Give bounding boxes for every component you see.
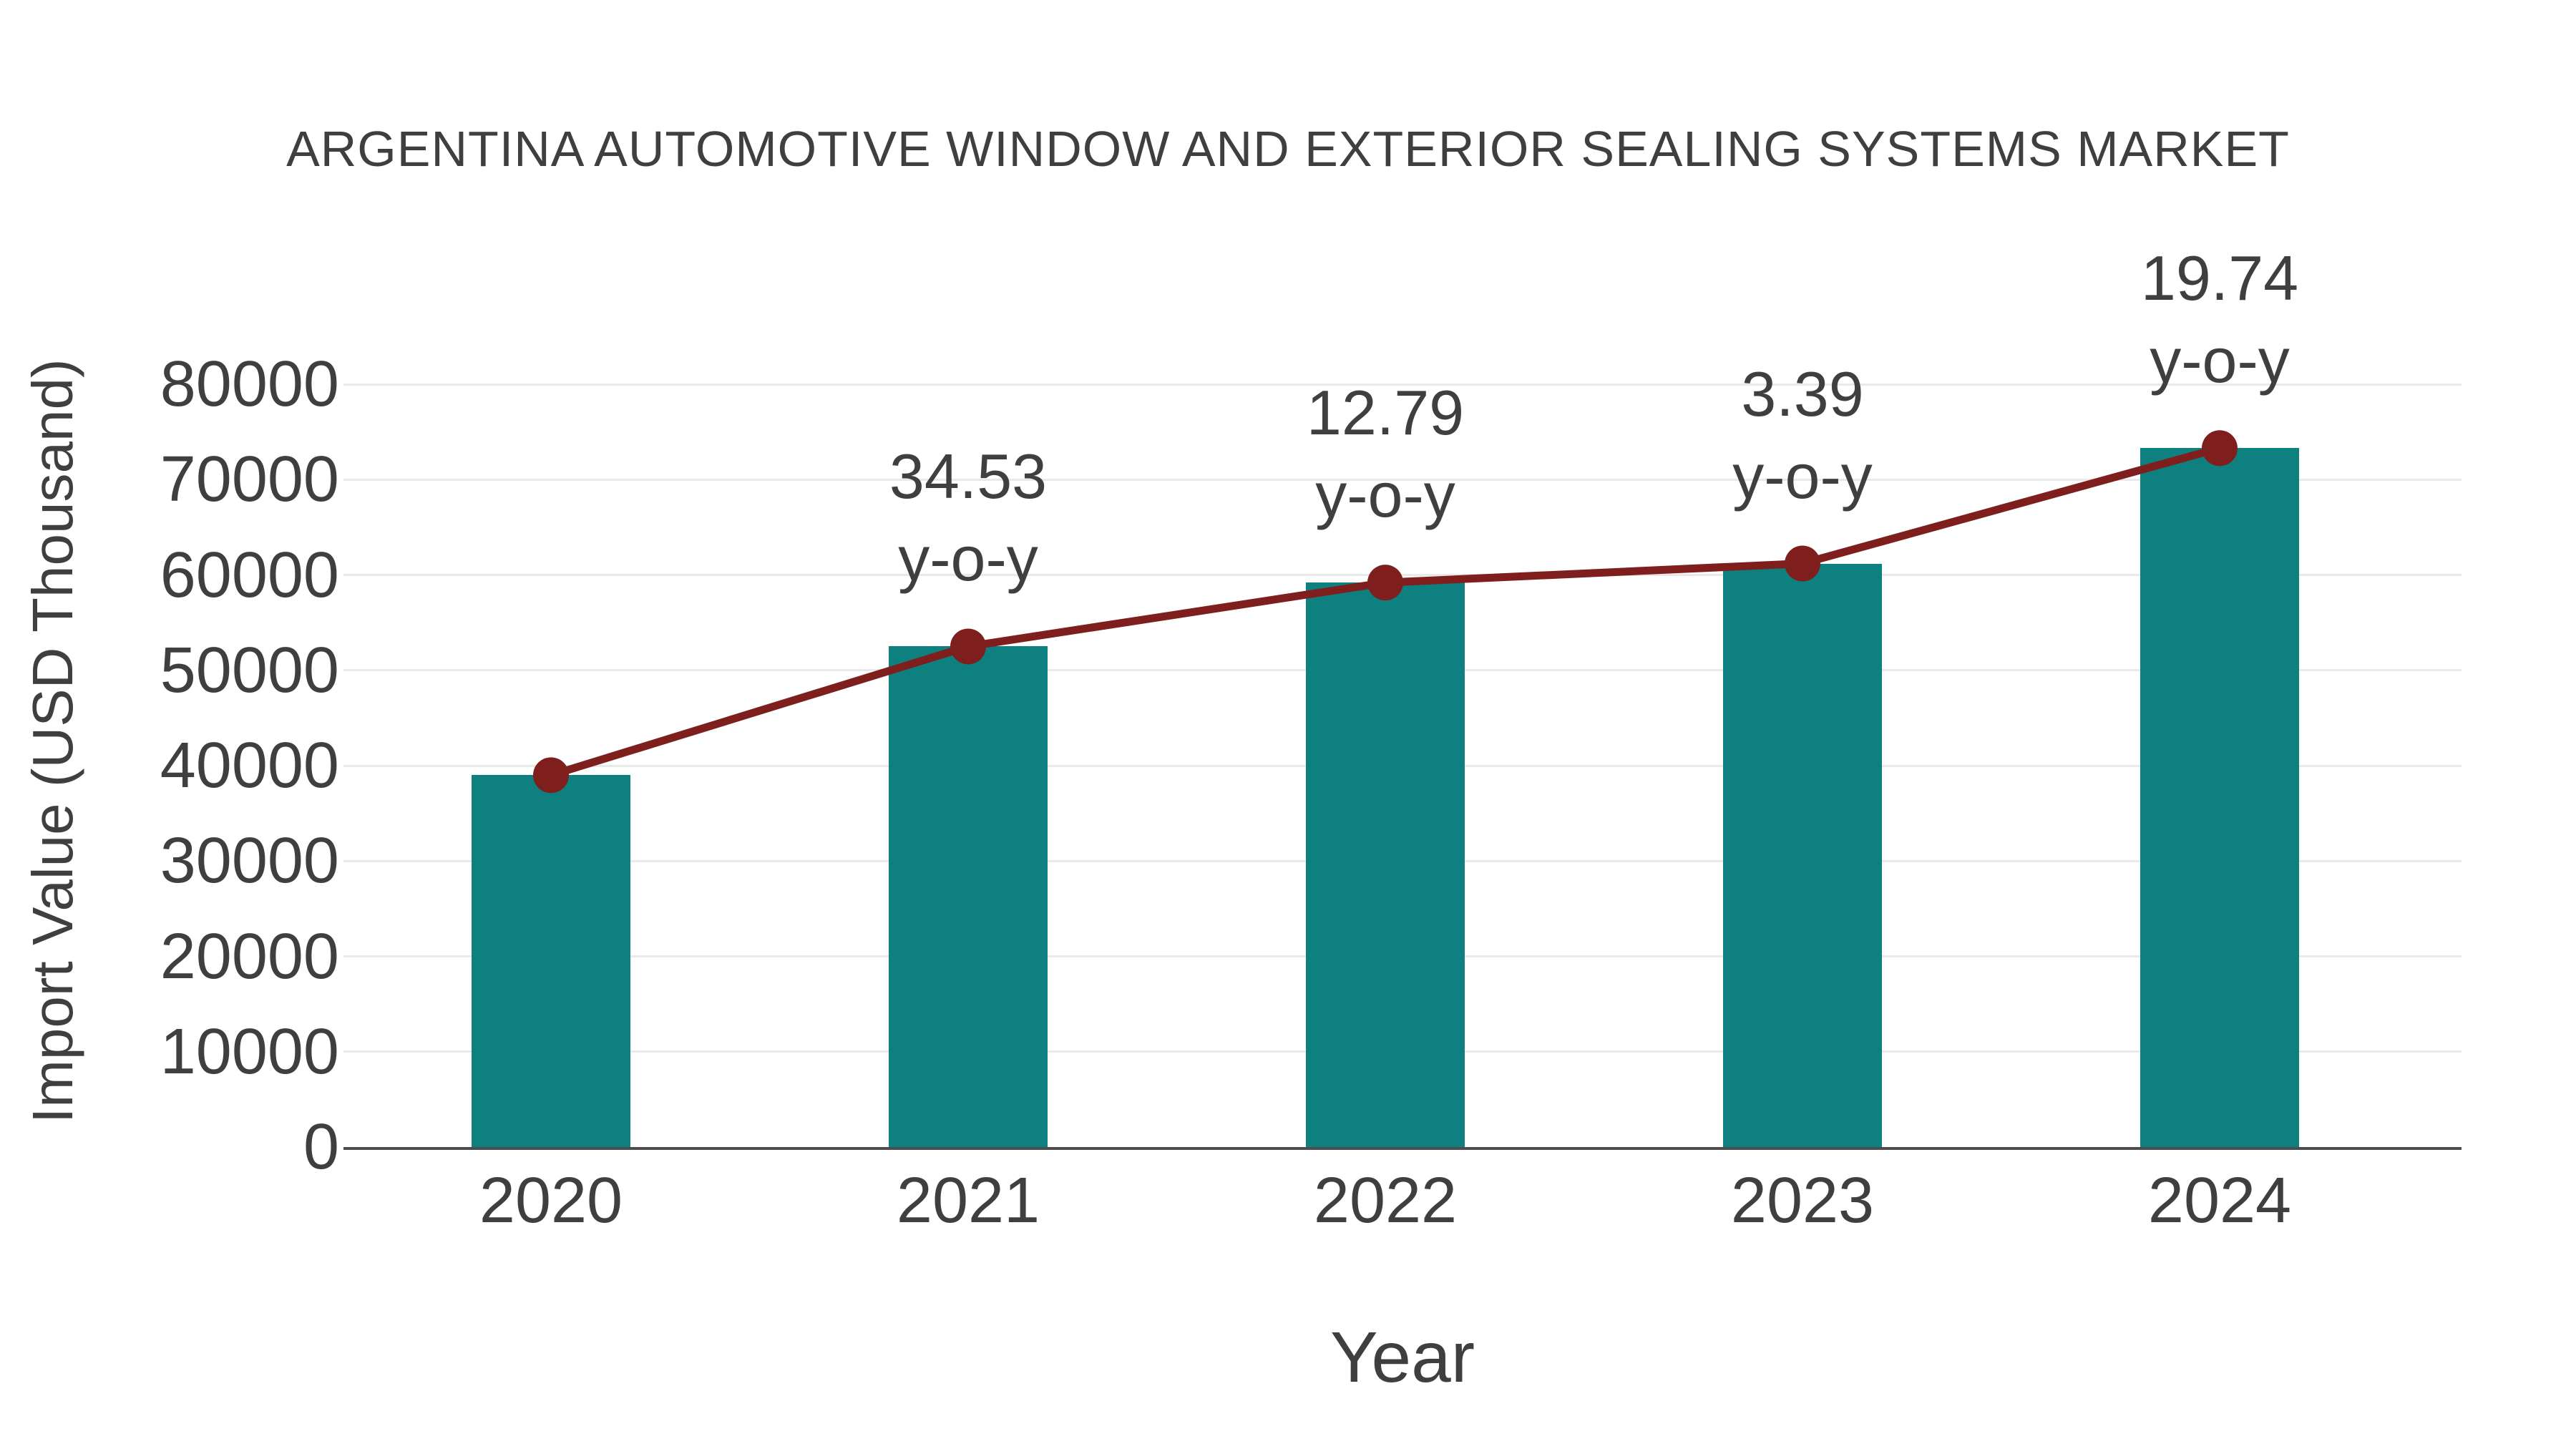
x-tick-label: 2022: [1313, 1165, 1458, 1236]
data-point-marker: [1367, 565, 1403, 601]
y-tick-label: 20000: [160, 920, 339, 992]
bar-2021: [889, 646, 1048, 1147]
yoy-value: 12.79: [1306, 377, 1465, 449]
yoy-annotation: 19.74 y-o-y: [2005, 237, 2434, 401]
data-point-marker: [1785, 545, 1820, 582]
yoy-suffix: y-o-y: [2150, 325, 2290, 396]
x-tick-label: 2024: [2147, 1165, 2292, 1236]
grid-line: [343, 383, 2462, 386]
yoy-annotation: 34.53 y-o-y: [753, 435, 1183, 600]
x-axis-line: [343, 1147, 2462, 1150]
x-axis-title: Year: [1330, 1317, 1475, 1397]
yoy-value: 3.39: [1741, 358, 1864, 429]
grid-line: [343, 478, 2462, 481]
yoy-suffix: y-o-y: [1732, 440, 1873, 512]
yoy-value: 34.53: [889, 441, 1048, 512]
y-tick-label: 40000: [160, 730, 339, 801]
y-tick-label: 80000: [160, 348, 339, 420]
data-point-marker: [533, 757, 569, 794]
bar-2024: [2140, 448, 2299, 1147]
y-tick-label: 70000: [160, 444, 339, 516]
x-tick-label: 2023: [1730, 1165, 1875, 1236]
y-tick-label: 30000: [160, 825, 339, 897]
yoy-annotation: 12.79 y-o-y: [1171, 371, 1600, 536]
x-tick-label: 2021: [896, 1165, 1040, 1236]
chart-title: ARGENTINA AUTOMOTIVE WINDOW AND EXTERIOR…: [286, 121, 2290, 177]
data-point-marker: [950, 628, 986, 665]
data-point-marker: [2202, 430, 2238, 467]
grid-line: [343, 574, 2462, 576]
bar-2022: [1306, 582, 1465, 1147]
x-tick-label: 2020: [479, 1165, 623, 1236]
y-tick-label: 0: [303, 1111, 339, 1183]
yoy-annotation: 3.39 y-o-y: [1588, 353, 2017, 517]
yoy-suffix: y-o-y: [898, 523, 1038, 595]
bar-2023: [1723, 563, 1882, 1147]
y-tick-label: 60000: [160, 539, 339, 611]
bar-2020: [472, 775, 630, 1147]
yoy-value: 19.74: [2140, 243, 2299, 314]
y-tick-label: 10000: [160, 1015, 339, 1088]
y-tick-label: 50000: [160, 634, 339, 706]
yoy-suffix: y-o-y: [1315, 459, 1455, 531]
